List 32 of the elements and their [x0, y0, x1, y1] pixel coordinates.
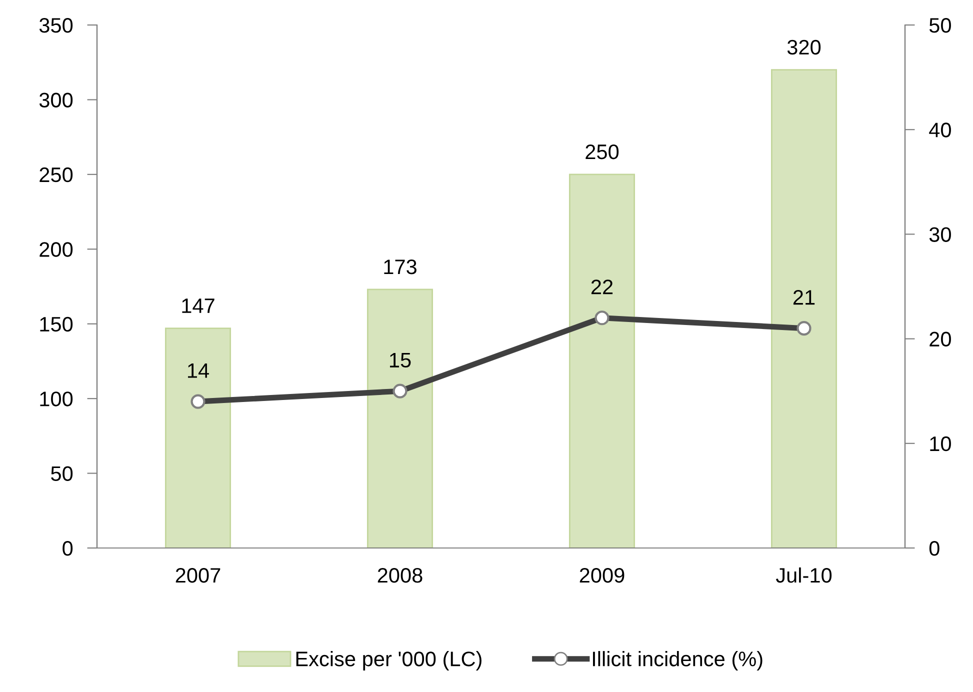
y2-tick-label: 10 — [930, 436, 951, 452]
y2-tick-label: 30 — [929, 227, 951, 242]
bar — [568, 174, 636, 548]
data-label: 147 — [182, 298, 214, 313]
y-tick-label: 100 — [40, 392, 73, 406]
data-label: 21 — [793, 290, 815, 305]
y-tick-label: 350 — [39, 18, 73, 33]
x-tick-label: 2007 — [176, 568, 220, 583]
y-tick-label: 200 — [40, 242, 73, 257]
data-label: 22 — [591, 280, 613, 294]
data-label: 15 — [390, 353, 411, 368]
bar — [770, 69, 838, 548]
bar — [366, 288, 434, 548]
bar — [164, 328, 232, 548]
y-tick-label: 150 — [40, 316, 73, 332]
legend-label: Illicit incidence (%) — [593, 651, 762, 670]
y2-tick-label: 40 — [929, 122, 951, 138]
y-tick-label: 0 — [62, 541, 73, 556]
data-label: 14 — [188, 363, 209, 378]
y-tick-label: 250 — [40, 167, 73, 182]
y2-tick-label: 20 — [930, 332, 951, 347]
y-tick-label: 300 — [39, 92, 73, 108]
data-label: 250 — [586, 144, 619, 160]
y2-tick-label: 0 — [929, 541, 940, 556]
x-tick-label: 2009 — [580, 568, 624, 583]
x-tick-label: Jul-10 — [776, 567, 832, 583]
data-label: 320 — [787, 40, 821, 55]
y-tick-label: 50 — [51, 466, 73, 482]
y2-tick-label: 50 — [929, 18, 951, 33]
legend-label: Excise per '000 (LC) — [296, 651, 482, 670]
x-tick-label: 2008 — [378, 568, 422, 583]
data-label: 173 — [384, 260, 416, 274]
